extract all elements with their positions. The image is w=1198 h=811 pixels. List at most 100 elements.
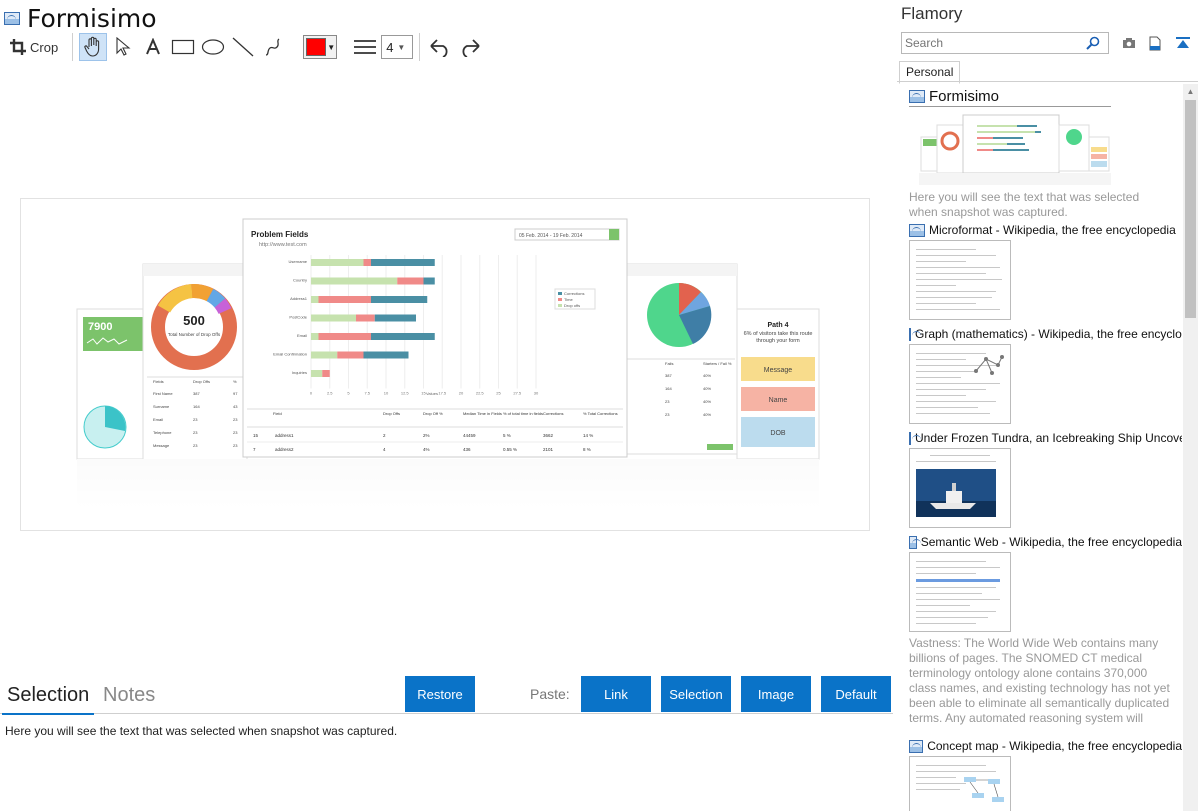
card-path: Path 4 6% of visitors take this route th… [736, 308, 820, 460]
ship-photo [916, 469, 996, 517]
panel-title: Problem Fields [251, 230, 309, 239]
table-header: Drop Off % [423, 411, 443, 416]
toolbar-separator [419, 33, 421, 61]
crop-button[interactable]: Crop [4, 33, 64, 61]
line-icon [232, 37, 254, 57]
freehand-tool-button[interactable] [259, 33, 287, 61]
table-header: Median Time in Fields [463, 411, 502, 416]
table-cell: address1 [275, 433, 294, 438]
table-cell: 164 [665, 386, 672, 391]
paste-image-button[interactable]: Image [741, 676, 811, 712]
path-step: DOB [770, 430, 786, 437]
list-item-title: Under Frozen Tundra, an Icebreaking Ship… [915, 431, 1182, 445]
search-button[interactable] [1082, 36, 1104, 50]
list-item-thumbnail [909, 552, 1011, 632]
tab-selection[interactable]: Selection [2, 684, 95, 715]
concept-map-drawing [964, 777, 1004, 802]
line-tool-button[interactable] [229, 33, 257, 61]
tick-label: 17.5 [438, 391, 447, 396]
table-cell: 23 [233, 417, 238, 422]
donut-caption: Total Number of Drop Offs [168, 332, 221, 337]
rectangle-icon [172, 39, 195, 55]
scroll-thumb[interactable] [1185, 100, 1196, 318]
list-item[interactable]: Semantic Web - Wikipedia, the free encyc… [909, 534, 1182, 726]
line-width-value: 4 [386, 39, 394, 55]
table-cell: 43 [233, 404, 238, 409]
editor-tab-bar: Selection Notes Restore Paste: Link Sele… [0, 676, 893, 715]
rectangle-tool-button[interactable] [169, 33, 197, 61]
table-cell: 14 % [583, 433, 593, 438]
tick-label: 27.5 [513, 391, 522, 396]
collapse-button[interactable] [1173, 33, 1193, 53]
path-title: Path 4 [767, 322, 788, 329]
redo-icon [462, 39, 480, 57]
table-cell: 23 [665, 399, 670, 404]
page-title: Formisimo [27, 3, 157, 33]
pointer-tool-button[interactable] [109, 33, 137, 61]
list-item-thumbnail [909, 240, 1011, 320]
fields-table-rows: 15 address1 2 2% 44459 5 % 3662 14 % 7 a… [247, 433, 623, 452]
table-cell: 2101 [543, 447, 554, 452]
tab-personal[interactable]: Personal [899, 61, 961, 84]
list-item-title: Graph (mathematics) - Wikipedia, the fre… [915, 327, 1182, 341]
bar-segment [311, 314, 356, 322]
table-cell: Telephone [153, 430, 172, 435]
list-item[interactable]: Under Frozen Tundra, an Icebreaking Ship… [909, 430, 1182, 528]
snapshot-canvas[interactable]: 7900 500 Tot [0, 66, 893, 676]
table-cell: 40% [703, 386, 711, 391]
table-cell: address2 [275, 447, 294, 452]
title-row: Formisimo [4, 3, 157, 33]
table-cell: Starters / Fail % [703, 361, 732, 366]
search-input[interactable] [902, 36, 1082, 50]
web-page-icon [909, 89, 925, 103]
undo-button[interactable] [426, 33, 454, 61]
table-header: % Total Corrections [583, 411, 618, 416]
path-step: Message [764, 367, 793, 374]
table-header: Corrections [543, 411, 563, 416]
sidebar-scrollbar[interactable]: ▲ [1183, 84, 1198, 811]
tab-notes[interactable]: Notes [103, 684, 156, 706]
tick-label: 22.5 [476, 391, 485, 396]
paste-selection-button[interactable]: Selection [661, 676, 731, 712]
paste-default-button[interactable]: Default [821, 676, 891, 712]
paste-link-button[interactable]: Link [581, 676, 651, 712]
table-cell: 23 [193, 443, 198, 448]
list-item[interactable]: Formisimo [909, 88, 1182, 220]
card-pie: Fails Starters / Fail % 387 40% 164 40% 23 4… [618, 263, 738, 455]
text-tool-button[interactable] [139, 33, 167, 61]
line-width-button[interactable] [351, 33, 379, 61]
table-cell: 23 [193, 430, 198, 435]
table-cell: Fails [665, 361, 673, 366]
panel-url: http://www.test.com [259, 242, 307, 248]
restore-button[interactable]: Restore [405, 676, 475, 712]
snapshot-list: Formisimo [897, 84, 1182, 811]
document-button[interactable] [1145, 33, 1165, 53]
tick-label: 0 [310, 391, 313, 396]
stroke-color-picker[interactable]: ▼ [303, 35, 338, 59]
table-cell: Message [153, 443, 170, 448]
path-caption: 6% of visitors take this route through y… [743, 331, 813, 344]
table-cell: 23 [193, 417, 198, 422]
list-item-description: Vastness: The World Wide Web contains ma… [909, 636, 1170, 725]
hand-icon [84, 36, 100, 57]
bar-segment [311, 333, 319, 340]
list-item[interactable]: Microformat - Wikipedia, the free encycl… [909, 222, 1182, 320]
line-width-select[interactable]: 4 ▼ [381, 35, 414, 59]
list-item[interactable]: Graph (mathematics) - Wikipedia, the fre… [909, 326, 1182, 424]
ellipse-tool-button[interactable] [199, 33, 227, 61]
card-problem-fields: Problem Fields http://www.test.com 05 Fe… [242, 218, 628, 458]
bar-label: PostCode [289, 315, 307, 320]
redo-button[interactable] [456, 33, 484, 61]
web-page-icon [909, 431, 921, 445]
table-cell: 387 [665, 373, 672, 378]
camera-button[interactable] [1119, 33, 1139, 53]
scroll-up-icon[interactable]: ▲ [1186, 87, 1195, 96]
selection-text-area[interactable]: Here you will see the text that was sele… [5, 724, 398, 738]
hand-tool-button[interactable] [79, 33, 108, 61]
list-item[interactable]: Concept map - Wikipedia, the free encycl… [909, 738, 1182, 811]
bar-label: Country [293, 278, 307, 283]
line-width-icon [354, 40, 377, 54]
list-item-thumbnail [909, 106, 1111, 186]
problem-fields-bar-chart: 0 2.5 5 7.5 10 12.5 15 17.5 20 22.5 25 27.5 30 Userna… [273, 255, 539, 396]
